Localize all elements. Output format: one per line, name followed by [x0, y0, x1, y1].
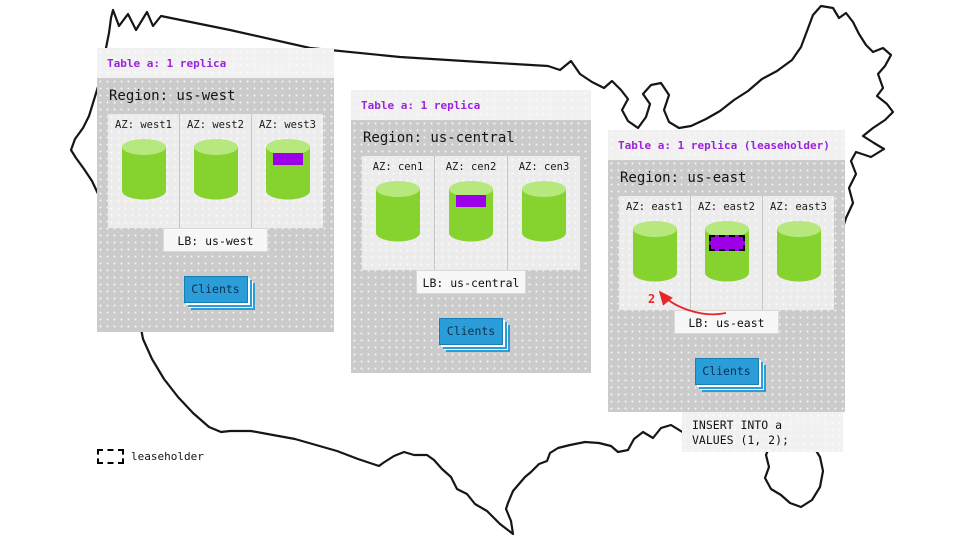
region-title: Region: us-east	[620, 170, 747, 186]
region-card-us-central: Table a: 1 replica Region: us-central AZ…	[351, 90, 591, 373]
us-map-path	[69, 4, 895, 536]
cylinder-svg	[704, 221, 749, 282]
cylinder-svg	[449, 181, 493, 242]
az-label: AZ: cen3	[518, 161, 570, 173]
az-column-east1: AZ: east1	[619, 196, 691, 310]
region-body: Region: us-west AZ: west1 AZ: west2	[97, 78, 334, 332]
table-replica-label: Table a: 1 replica (leaseholder)	[618, 138, 830, 152]
az-label: AZ: west3	[259, 119, 316, 131]
db-cylinder-icon	[521, 180, 567, 243]
table-replica-header: Table a: 1 replica (leaseholder)	[608, 130, 845, 160]
lb-label: LB: us-central	[422, 276, 520, 290]
leaseholder-swatch-icon	[97, 449, 124, 464]
load-balancer-us-east: LB: us-east	[674, 310, 779, 334]
az-label: AZ: cen1	[372, 161, 424, 173]
db-cylinder-icon	[193, 138, 239, 201]
table-replica-header: Table a: 1 replica	[97, 48, 334, 78]
az-row: AZ: west1 AZ: west2 AZ:	[108, 114, 323, 228]
az-label: AZ: east2	[698, 201, 755, 213]
db-cylinder-icon	[632, 220, 678, 283]
cylinder-svg	[193, 139, 238, 200]
region-title: Region: us-west	[109, 88, 236, 104]
az-label: AZ: cen2	[445, 161, 497, 173]
sql-statement-box: INSERT INTO a VALUES (1, 2);	[682, 412, 843, 452]
clients-button[interactable]: Clients	[183, 276, 248, 303]
az-row: AZ: cen1 AZ: cen2	[362, 156, 580, 270]
cylinder-svg	[776, 221, 821, 282]
table-replica-header: Table a: 1 replica	[351, 90, 591, 120]
region-body: Region: us-east AZ: east1 AZ: east2	[608, 160, 845, 412]
region-title: Region: us-central	[363, 130, 515, 146]
region-body: Region: us-central AZ: cen1 AZ: cen2	[351, 120, 591, 373]
lb-label: LB: us-west	[177, 234, 254, 248]
region-card-us-west: Table a: 1 replica Region: us-west AZ: w…	[97, 48, 334, 332]
legend-label: leaseholder	[131, 450, 204, 463]
cylinder-svg	[121, 139, 166, 200]
az-column-west2: AZ: west2	[180, 114, 252, 228]
az-column-cen3: AZ: cen3	[508, 156, 580, 270]
lb-label: LB: us-east	[688, 316, 765, 330]
cylinder-svg	[522, 181, 566, 242]
az-label: AZ: east1	[626, 201, 683, 213]
az-row: AZ: east1 AZ: east2	[619, 196, 834, 310]
region-card-us-east: Table a: 1 replica (leaseholder) Region:…	[608, 130, 845, 412]
az-label: AZ: west2	[187, 119, 244, 131]
az-column-west1: AZ: west1	[108, 114, 180, 228]
az-column-west3: AZ: west3	[252, 114, 323, 228]
load-balancer-us-west: LB: us-west	[163, 228, 268, 252]
sql-line-2: VALUES (1, 2);	[692, 433, 789, 447]
leaseholder-marker	[708, 235, 745, 251]
clients-button[interactable]: Clients	[439, 318, 503, 345]
az-label: AZ: west1	[115, 119, 172, 131]
replica-marker	[456, 195, 486, 207]
cylinder-svg	[376, 181, 420, 242]
db-cylinder-icon	[265, 138, 311, 201]
db-cylinder-icon	[704, 220, 750, 283]
table-replica-label: Table a: 1 replica	[107, 56, 227, 70]
db-cylinder-icon	[448, 180, 494, 243]
db-cylinder-icon	[375, 180, 421, 243]
replica-marker	[272, 153, 303, 165]
db-cylinder-icon	[121, 138, 167, 201]
leaseholder-legend: leaseholder	[97, 449, 204, 464]
table-replica-label: Table a: 1 replica	[361, 98, 481, 112]
cylinder-svg	[265, 139, 310, 200]
az-column-cen2: AZ: cen2	[435, 156, 508, 270]
clients-button[interactable]: Clients	[694, 358, 759, 385]
az-label: AZ: east3	[770, 201, 827, 213]
sql-line-1: INSERT INTO a	[692, 418, 783, 432]
cylinder-svg	[632, 221, 677, 282]
az-column-east2: AZ: east2	[691, 196, 763, 310]
db-cylinder-icon	[776, 220, 822, 283]
load-balancer-us-central: LB: us-central	[415, 270, 527, 294]
az-column-cen1: AZ: cen1	[362, 156, 435, 270]
az-column-east3: AZ: east3	[763, 196, 834, 310]
